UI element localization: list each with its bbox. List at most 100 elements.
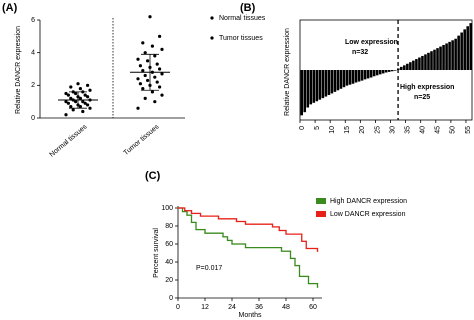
bar: [457, 35, 460, 70]
y-tick-label: 2: [31, 82, 35, 89]
data-point: [74, 100, 78, 104]
data-point: [155, 62, 159, 66]
x-tick-label: 15: [344, 126, 351, 134]
x-tick-label: 0: [299, 126, 306, 130]
bar: [451, 40, 454, 70]
y-tick-label: 4: [31, 50, 35, 57]
x-tick-label: 30: [389, 126, 396, 134]
bar: [330, 70, 334, 94]
data-point: [78, 104, 82, 109]
data-point: [81, 100, 85, 104]
y-tick-label: 0: [31, 115, 35, 122]
legend-marker: [210, 16, 214, 20]
data-point: [86, 95, 90, 99]
bar: [354, 70, 358, 83]
x-tick-label: 20: [359, 126, 366, 134]
data-point: [78, 87, 82, 91]
data-point: [83, 101, 87, 105]
data-point: [158, 34, 162, 38]
annotation: n=32: [352, 49, 368, 56]
data-point: [64, 100, 68, 104]
x-tick-label: 10: [329, 126, 336, 134]
x-tick-label: 35: [404, 126, 411, 134]
x-tick-label: 60: [309, 304, 317, 311]
bar: [381, 70, 385, 74]
data-point: [74, 91, 78, 96]
data-point: [88, 106, 92, 110]
data-point: [143, 96, 147, 100]
data-point: [136, 77, 140, 81]
bar: [336, 70, 340, 91]
bar: [436, 48, 439, 70]
data-point: [64, 91, 68, 96]
data-point: [136, 57, 140, 61]
data-point: [86, 103, 90, 107]
y-tick-label: 0: [169, 295, 173, 302]
bar: [427, 52, 430, 70]
legend-label: High DANCR expression: [330, 198, 407, 205]
data-point: [138, 64, 142, 68]
data-point: [153, 100, 157, 104]
data-point: [153, 54, 157, 58]
bar: [348, 70, 352, 85]
x-tick-label: 55: [465, 126, 472, 134]
data-point: [88, 88, 92, 92]
bar: [463, 29, 466, 70]
data-point: [155, 80, 159, 84]
legend-label: Low DANCR expression: [330, 211, 406, 218]
data-point: [153, 75, 157, 79]
bar: [375, 70, 379, 76]
data-point: [160, 47, 164, 52]
annotation: Low expression: [345, 39, 398, 46]
x-tick-label: 40: [420, 126, 427, 134]
bar: [393, 70, 397, 71]
bar: [333, 70, 337, 92]
data-point: [138, 82, 142, 86]
bar: [357, 70, 361, 82]
y-tick-label: 6: [31, 17, 35, 24]
x-axis-label: Months: [239, 312, 262, 319]
bar: [351, 70, 355, 84]
bar: [433, 49, 436, 70]
bar: [409, 62, 412, 70]
bar: [321, 70, 325, 99]
bar: [424, 54, 427, 70]
bar: [369, 70, 373, 78]
data-point: [136, 106, 140, 110]
data-point: [83, 93, 87, 97]
legend-label: Normal tissues: [219, 15, 266, 22]
bar: [421, 55, 424, 70]
data-point: [64, 113, 68, 117]
bar: [460, 32, 463, 70]
bar: [345, 70, 349, 86]
bar: [309, 70, 313, 105]
x-tick-label: 45: [435, 126, 442, 134]
bar: [387, 70, 391, 72]
data-point: [86, 83, 90, 87]
bar: [454, 38, 457, 70]
bar: [400, 66, 403, 70]
x-tick-label: Tumor tissues: [122, 123, 160, 157]
x-tick-label: 25: [374, 126, 381, 134]
bar: [418, 57, 421, 70]
legend-marker: [316, 211, 326, 217]
data-point: [146, 78, 150, 83]
bar: [372, 70, 376, 77]
bar: [415, 59, 418, 70]
panel-label: (B): [240, 2, 256, 14]
data-point: [71, 108, 75, 112]
data-point: [148, 15, 152, 19]
data-point: [141, 41, 145, 45]
data-point: [66, 93, 70, 97]
x-tick-label: 50: [450, 126, 457, 134]
x-tick-label: 12: [201, 304, 209, 311]
bar: [466, 26, 469, 70]
y-tick-label: 60: [165, 241, 173, 248]
bar: [339, 70, 343, 89]
legend-marker: [316, 198, 326, 204]
data-point: [69, 96, 73, 100]
panel-label: (C): [145, 170, 161, 182]
bar: [448, 41, 451, 70]
